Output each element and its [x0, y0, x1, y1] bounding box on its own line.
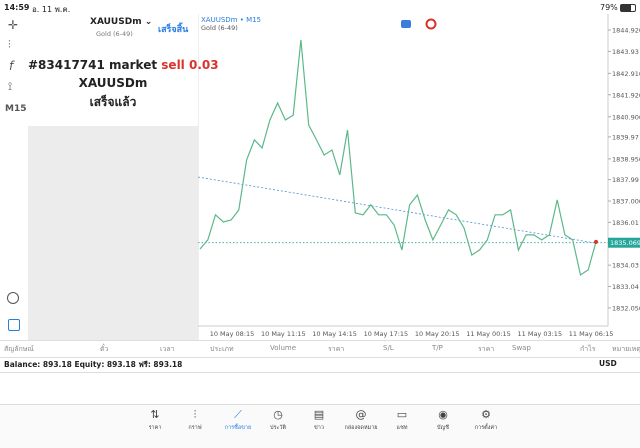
- x-tick-label: 10 May 08:15: [210, 330, 255, 338]
- ticket: #83417741 market: [28, 58, 158, 72]
- last-price-dot: [594, 239, 598, 244]
- y-tick-label: 1838.950: [612, 155, 640, 163]
- tab-icon: @: [355, 408, 367, 421]
- status-date: อ. 11 พ.ค.: [32, 5, 71, 14]
- tab-label: การซื้อขาย: [224, 425, 252, 431]
- toolbar: ✛ ⫶ f ⟟ M15: [0, 14, 28, 340]
- tab[interactable]: ◷ ประวัติ: [253, 408, 303, 432]
- message-line-1: #83417741 market sell 0.03: [28, 58, 219, 72]
- y-tick-label: 1840.900: [612, 113, 640, 121]
- y-tick-label: 1839.97: [612, 133, 639, 141]
- tab-icon: ▭: [396, 408, 408, 421]
- trendline: [198, 176, 597, 244]
- tab-label: บัญชี: [437, 425, 449, 431]
- column-header: หมายเหตุ: [612, 345, 640, 353]
- tab-label: กราฟ: [188, 425, 202, 431]
- tab-icon: ⟋: [234, 408, 242, 421]
- balance: Balance: 893.18 Equity: 893.18 ฟรี: 893.…: [4, 360, 183, 369]
- done-button[interactable]: เสร็จสิ้น: [158, 25, 189, 35]
- y-tick-label: 1832.050: [612, 304, 640, 312]
- objects-icon[interactable]: ⟟: [8, 80, 13, 93]
- y-tick-label: 1843.93: [612, 48, 639, 56]
- tab[interactable]: ▤ ข่าว: [294, 408, 344, 432]
- tab-icon: ⚙: [481, 408, 491, 421]
- divider: [0, 372, 640, 373]
- tab-label: แชท: [396, 425, 408, 431]
- chart-subtitle: Gold (6-49): [201, 24, 238, 32]
- current-price-label: 1835.069: [610, 239, 640, 247]
- tab-icon: ◷: [273, 408, 283, 421]
- y-tick-label: 1842.910: [612, 70, 640, 78]
- order-symbol[interactable]: XAUUSDm ⌄: [90, 17, 153, 27]
- tab-icon: ▤: [313, 408, 325, 421]
- y-tick-label: 1836.01: [612, 219, 639, 227]
- tab[interactable]: ▭ แชท: [377, 408, 427, 432]
- order-symbol-text: XAUUSDm: [90, 17, 142, 27]
- order-panel: XAUUSDm ⌄ Gold (6-49) เสร็จสิ้น #8341774…: [28, 14, 219, 340]
- tab[interactable]: ⚙ การตั้งค่า: [461, 408, 511, 432]
- column-header: ราคา: [328, 345, 345, 353]
- tab-label: กล่องจดหมาย: [344, 425, 378, 431]
- x-tick-label: 10 May 20:15: [415, 330, 460, 338]
- column-header: T/P: [432, 344, 443, 352]
- column-header: Swap: [512, 344, 531, 352]
- tab[interactable]: @ กล่องจดหมาย: [336, 408, 386, 432]
- column-header: ประเภท: [210, 345, 234, 353]
- battery-icon: [620, 4, 636, 12]
- depth-icon[interactable]: [425, 18, 437, 30]
- tab[interactable]: ⟋ การซื้อขาย: [213, 408, 263, 432]
- tab-label: ประวัติ: [269, 425, 287, 431]
- price-line: [199, 39, 597, 276]
- y-tick-label: 1841.920: [612, 91, 640, 99]
- y-tick-label: 1837.99: [612, 176, 639, 184]
- x-tick-label: 10 May 17:15: [364, 330, 409, 338]
- tab[interactable]: ⇅ ราคา: [130, 408, 180, 432]
- message-symbol: XAUUSDm: [78, 76, 148, 90]
- column-header: ราคา: [478, 345, 495, 353]
- order-description: Gold (6-49): [96, 30, 133, 38]
- function-icon[interactable]: f: [9, 59, 14, 73]
- tab[interactable]: ◉ บัญชี: [418, 408, 468, 432]
- table-header: สัญลักษณ์ ตั๋ว เวลา ประเภท Volume ราคา S/L T/P ร…: [0, 340, 640, 358]
- x-tick-label: 10 May 11:15: [261, 330, 306, 338]
- x-tick-label: 10 May 14:15: [312, 330, 357, 338]
- column-header: ตั๋ว: [100, 345, 109, 353]
- tab-bar: ⇅ ราคา ⫶ กราฟ ⟋ การซื้อขาย ◷ ประวัติ ▤ ข่าว @ กล่อง…: [0, 404, 640, 448]
- x-tick-label: 11 May 03:15: [518, 330, 563, 338]
- one-click-icon[interactable]: [401, 20, 411, 28]
- column-header: เวลา: [160, 345, 175, 353]
- tab-label: ข่าว: [314, 425, 324, 431]
- action: sell 0.03: [161, 58, 219, 72]
- tab-icon: ⫶: [193, 408, 197, 421]
- column-header: สัญลักษณ์: [4, 345, 34, 353]
- y-tick-label: 1834.03: [612, 262, 639, 270]
- column-header: กำไร: [580, 345, 596, 353]
- y-tick-label: 1844.920: [612, 26, 640, 34]
- tab-icon: ⇅: [150, 408, 160, 421]
- speed-icon[interactable]: [7, 292, 19, 304]
- current-price-box: [608, 237, 640, 248]
- tab-label: ราคา: [148, 425, 162, 431]
- message-status: เสร็จแล้ว: [89, 95, 137, 109]
- chart: XAUUSDm • M15 Gold (6-49) 1844.920 1843.9…: [198, 14, 640, 340]
- column-header: Volume: [270, 344, 297, 352]
- chart-title: XAUUSDm • M15: [201, 16, 261, 24]
- y-tick-label: 1837.000: [612, 198, 640, 206]
- currency: USD: [599, 359, 617, 368]
- tab-icon: ◉: [438, 408, 448, 421]
- crosshair-icon[interactable]: ✛: [8, 18, 19, 32]
- new-order-icon[interactable]: [8, 319, 20, 331]
- y-tick-label: 1833.04: [612, 283, 639, 291]
- indicator-icon[interactable]: ⫶: [8, 38, 11, 51]
- timeframe[interactable]: M15: [5, 104, 27, 114]
- tab[interactable]: ⫶ กราฟ: [170, 408, 220, 432]
- tab-label: การตั้งค่า: [474, 425, 498, 431]
- status-time: 14:59: [4, 3, 30, 12]
- column-header: S/L: [383, 344, 394, 352]
- x-tick-label: 11 May 06:15: [569, 330, 614, 338]
- x-tick-label: 11 May 00:15: [466, 330, 511, 338]
- status-battery: 79%: [600, 3, 618, 12]
- order-message-box: [28, 14, 198, 126]
